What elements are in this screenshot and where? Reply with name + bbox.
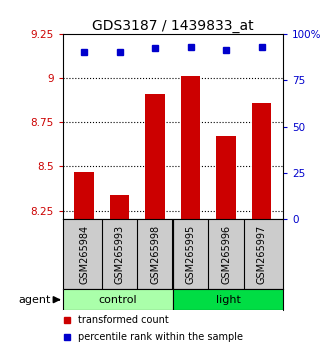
Text: GSM265998: GSM265998 <box>150 225 160 284</box>
Text: GSM265984: GSM265984 <box>79 225 89 284</box>
Text: control: control <box>99 295 137 305</box>
Text: percentile rank within the sample: percentile rank within the sample <box>78 332 243 342</box>
Text: transformed count: transformed count <box>78 315 169 325</box>
Text: GSM265997: GSM265997 <box>257 225 267 284</box>
Text: GSM265995: GSM265995 <box>186 225 196 284</box>
Bar <box>252 103 271 219</box>
Title: GDS3187 / 1439833_at: GDS3187 / 1439833_at <box>92 19 254 33</box>
Bar <box>145 94 165 219</box>
Bar <box>173 289 283 310</box>
Bar <box>74 172 94 219</box>
Text: light: light <box>215 295 240 305</box>
Bar <box>63 289 173 310</box>
Bar <box>216 136 236 219</box>
Text: GSM265996: GSM265996 <box>221 225 231 284</box>
Text: GSM265993: GSM265993 <box>115 225 125 284</box>
Text: agent: agent <box>18 295 50 305</box>
Bar <box>181 76 201 219</box>
Bar <box>110 195 129 219</box>
